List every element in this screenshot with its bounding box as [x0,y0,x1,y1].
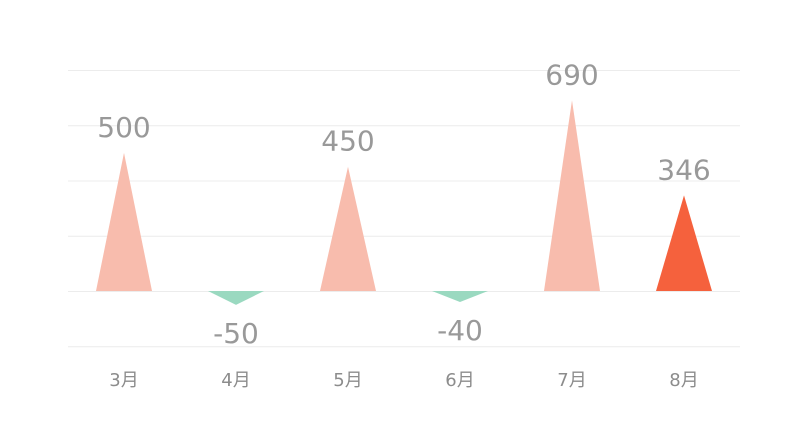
bar-5月[interactable] [320,166,376,291]
value-label-layer: 500 -50 450 -40 690 346 [97,58,710,349]
bar-4月[interactable] [208,291,264,305]
x-tick-label: 5月 [333,370,362,391]
value-label: -50 [213,317,259,350]
bar-7月[interactable] [544,100,600,291]
bar-6月[interactable] [432,291,488,303]
x-tick-label: 4月 [221,370,250,391]
value-label: 500 [97,111,150,144]
value-label: 450 [321,125,374,158]
x-tick-label: 6月 [445,370,474,391]
value-label: 346 [657,153,710,186]
value-label: 690 [545,58,598,91]
x-axis-ticks: 3月 4月 5月 6月 7月 8月 [109,370,698,391]
x-tick-label: 3月 [109,370,138,391]
x-tick-label: 7月 [557,370,586,391]
bar-layer [96,100,712,305]
x-tick-label: 8月 [669,370,698,391]
bar-8月[interactable] [656,195,712,291]
value-label: -40 [437,314,483,347]
bar-3月[interactable] [96,152,152,291]
grid-layer [68,70,740,348]
